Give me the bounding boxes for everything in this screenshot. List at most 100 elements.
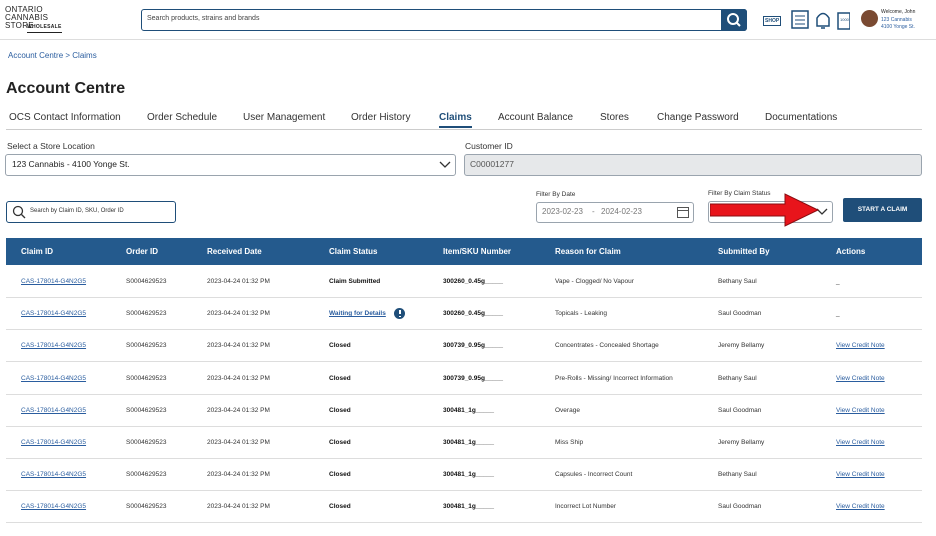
claim-id-link[interactable]: CAS-178014-G4N2G5 [21, 278, 87, 285]
customer-value: C00001277 [470, 159, 514, 169]
cell: S0004629523 [126, 310, 167, 318]
filter-label: Filter By Date [536, 191, 576, 198]
logo-text: STORE [5, 21, 34, 30]
cell: 300260_0.45g_____ [443, 310, 504, 318]
field-label: Select a Store Location [7, 141, 95, 151]
cell: S0004629523 [126, 439, 167, 446]
cell: Jeremy Bellamy [718, 342, 765, 350]
cell: _ [836, 310, 840, 318]
start-claim-button[interactable]: START A CLAIM [843, 198, 922, 222]
logo-text: WHOLESALE [27, 23, 62, 33]
cell: Vape - Clogged/ No Vapour [555, 278, 634, 285]
search-button[interactable] [721, 9, 747, 31]
cell: Topicals - Leaking [555, 310, 608, 318]
credit-note-link[interactable]: View Credit Note [836, 439, 885, 446]
cell: Overage [555, 406, 580, 414]
cell: Concentrates - Concealed Shortage [555, 342, 659, 350]
tab[interactable]: Documentations [765, 112, 838, 123]
tab[interactable]: Account Balance [498, 112, 574, 123]
customer-id-field [464, 154, 922, 176]
claim-id-link[interactable]: CAS-178014-G4N2G5 [21, 374, 87, 382]
cell: 300481_1g_____ [443, 439, 494, 446]
breadcrumb[interactable]: Account Centre > Claims [8, 51, 97, 60]
cell: Bethany Saul [718, 278, 757, 285]
credit-note-link[interactable]: View Credit Note [836, 374, 885, 382]
claim-id-link[interactable]: CAS-178014-G4N2G5 [21, 471, 87, 479]
shop-icon-label[interactable]: SHOP [763, 16, 782, 26]
row-divider [6, 361, 922, 363]
cell: 2023-04-24 01:32 PM [207, 342, 270, 350]
chevron [816, 208, 828, 215]
tab[interactable]: Order History [351, 112, 411, 123]
cell: Capsules - Incorrect Count [555, 471, 633, 479]
date-range-field[interactable] [536, 202, 694, 223]
claim-status[interactable]: Waiting for Details [329, 310, 386, 318]
info-icon [394, 308, 405, 320]
claim-status: Claim Submitted [329, 278, 381, 285]
cell: Bethany Saul [718, 374, 757, 382]
claim-search-box[interactable] [6, 201, 176, 223]
cell: S0004629523 [126, 406, 167, 414]
cart-icon-label[interactable]: 1000 [840, 17, 849, 22]
claim-id-link[interactable]: CAS-178014-G4N2G5 [21, 310, 87, 318]
cell: S0004629523 [126, 342, 167, 350]
cell: 2023-04-24 01:32 PM [207, 278, 270, 285]
row-divider [6, 393, 922, 395]
cell: S0004629523 [126, 278, 167, 285]
claim-id-link[interactable]: CAS-178014-G4N2G5 [21, 342, 87, 350]
column-header: Claim ID [21, 247, 54, 256]
cell: 300260_0.45g_____ [443, 278, 504, 285]
claim-id-link[interactable]: CAS-178014-G4N2G5 [21, 406, 87, 414]
header-icons [791, 10, 850, 30]
cell: 300481_1g_____ [443, 406, 494, 414]
cell: Jeremy Bellamy [718, 439, 765, 446]
column-header: Actions [836, 247, 866, 256]
cell: S0004629523 [126, 374, 167, 382]
chevron [439, 161, 451, 168]
cell: Saul Goodman [718, 406, 762, 414]
credit-note-link[interactable]: View Credit Note [836, 342, 885, 350]
cell: Bethany Saul [718, 471, 757, 479]
cell: Incorrect Lot Number [555, 503, 617, 511]
tab-divider [6, 129, 922, 130]
table-header [6, 238, 922, 265]
avatar[interactable] [861, 10, 878, 27]
cell: 2023-04-24 01:32 PM [207, 503, 270, 511]
tab[interactable]: Stores [600, 112, 629, 123]
store-value: 123 Cannabis - 4100 Yonge St. [12, 159, 130, 169]
calendar-icon [677, 207, 689, 218]
column-header: Submitted By [718, 247, 770, 256]
credit-note-link[interactable]: View Credit Note [836, 503, 885, 511]
claim-status: Closed [329, 439, 351, 446]
credit-note-link[interactable]: View Credit Note [836, 406, 885, 414]
tab[interactable]: Claims [439, 112, 472, 128]
column-header: Received Date [207, 247, 262, 256]
search-placeholder: Search by Claim ID, SKU, Order ID [30, 208, 124, 214]
page-title: Account Centre [6, 80, 126, 97]
claim-id-link[interactable]: CAS-178014-G4N2G5 [21, 439, 87, 446]
cell: _ [836, 278, 840, 285]
tab[interactable]: OCS Contact Information [9, 112, 121, 123]
claim-status: Closed [329, 342, 351, 350]
cell: 300481_1g_____ [443, 503, 494, 511]
cell: Saul Goodman [718, 503, 762, 511]
row-divider [6, 522, 922, 524]
cell: 2023-04-24 01:32 PM [207, 406, 270, 414]
cell: 2023-04-24 01:32 PM [207, 471, 270, 479]
cell: 2023-04-24 01:32 PM [207, 310, 270, 318]
tab[interactable]: Order Schedule [147, 112, 218, 123]
store-text: 123 Cannabis [881, 17, 912, 23]
claim-id-link[interactable]: CAS-178014-G4N2G5 [21, 503, 87, 511]
store-select[interactable] [5, 154, 456, 176]
tab[interactable]: User Management [243, 112, 326, 123]
tab[interactable]: Change Password [657, 112, 739, 123]
date-separator: - [592, 207, 595, 216]
column-header: Claim Status [329, 247, 378, 256]
column-header: Order ID [126, 247, 159, 256]
row-divider [6, 329, 922, 331]
credit-note-link[interactable]: View Credit Note [836, 471, 885, 479]
filter-label: Filter By Claim Status [708, 190, 771, 197]
claim-status: Closed [329, 503, 351, 511]
row-divider [6, 297, 922, 298]
